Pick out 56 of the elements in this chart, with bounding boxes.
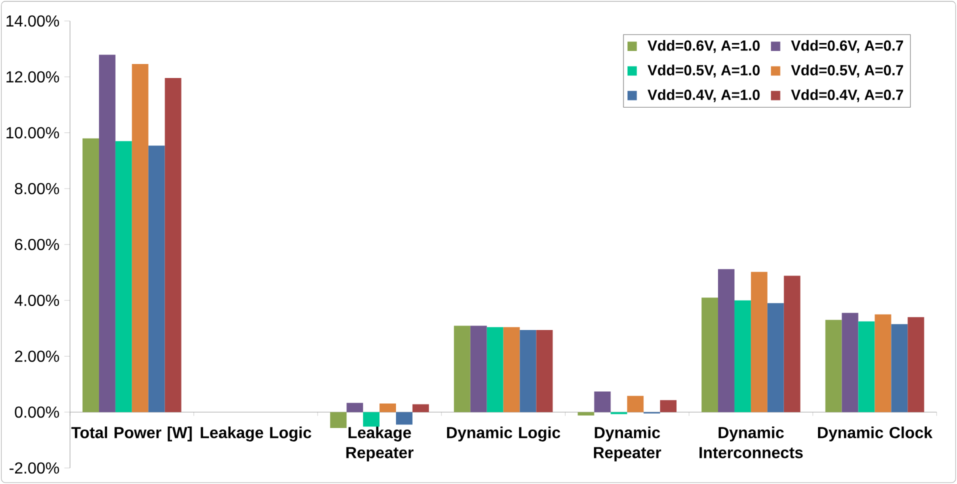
bar xyxy=(115,141,132,412)
bar xyxy=(454,326,470,412)
bar xyxy=(874,314,892,412)
bar xyxy=(82,138,99,412)
bar xyxy=(578,412,594,416)
bar xyxy=(908,317,924,412)
x-tick-label: Dynamic Clock xyxy=(818,426,933,442)
bar xyxy=(594,391,611,412)
x-tick-label: Total Power [W] xyxy=(71,426,192,442)
bar xyxy=(784,276,800,412)
bar xyxy=(891,324,908,412)
x-tick-label: Dynamic Logic xyxy=(447,426,560,442)
bar xyxy=(98,54,116,412)
legend-label: Vdd=0.4V, A=1.0 xyxy=(648,89,760,102)
y-tick-label: 2.00% xyxy=(15,350,60,362)
bar xyxy=(842,312,858,412)
x-tick-label: Leakage Logic xyxy=(200,426,312,442)
bar xyxy=(503,327,520,412)
y-tick-label: 12.00% xyxy=(6,71,60,83)
y-tick-label: 6.00% xyxy=(15,238,60,250)
bar xyxy=(470,326,487,412)
x-tick-label: Dynamic Interconnects xyxy=(700,426,803,458)
bar xyxy=(702,298,718,412)
bar xyxy=(486,327,504,412)
y-tick-label: 8.00% xyxy=(14,182,60,194)
bar xyxy=(825,320,842,412)
legend-label: Vdd=0.6V, A=1.0 xyxy=(648,40,760,53)
bar xyxy=(148,146,165,412)
legend-label: Vdd=0.4V, A=0.7 xyxy=(791,89,904,102)
bar xyxy=(396,412,412,425)
x-tick-label: Dynamic Repeater xyxy=(594,426,662,462)
legend-label: Vdd=0.5V, A=0.7 xyxy=(791,64,904,78)
y-tick-label: 10.00% xyxy=(6,127,60,138)
bar xyxy=(536,330,553,412)
bar xyxy=(660,400,677,412)
y-tick-label: 14.00% xyxy=(6,15,60,27)
x-tick-label: Leakage Repeater xyxy=(346,426,414,462)
y-tick-label: 0.00% xyxy=(14,406,60,418)
bar xyxy=(164,78,182,412)
bar xyxy=(346,402,364,412)
bar xyxy=(750,272,768,412)
legend-label: Vdd=0.5V, A=1.0 xyxy=(648,64,760,78)
bar xyxy=(132,64,148,412)
bar xyxy=(412,404,429,412)
bar xyxy=(380,403,396,412)
bar xyxy=(627,396,644,412)
bar xyxy=(858,321,875,412)
bar xyxy=(520,330,536,412)
bar xyxy=(363,412,380,427)
legend-label: Vdd=0.6V, A=0.7 xyxy=(791,40,904,53)
bar xyxy=(718,269,734,412)
bar xyxy=(767,303,784,412)
bar xyxy=(330,412,347,428)
y-tick-label: 4.00% xyxy=(14,294,60,306)
y-tick-label: -2.00% xyxy=(10,462,60,474)
bar xyxy=(734,300,751,412)
